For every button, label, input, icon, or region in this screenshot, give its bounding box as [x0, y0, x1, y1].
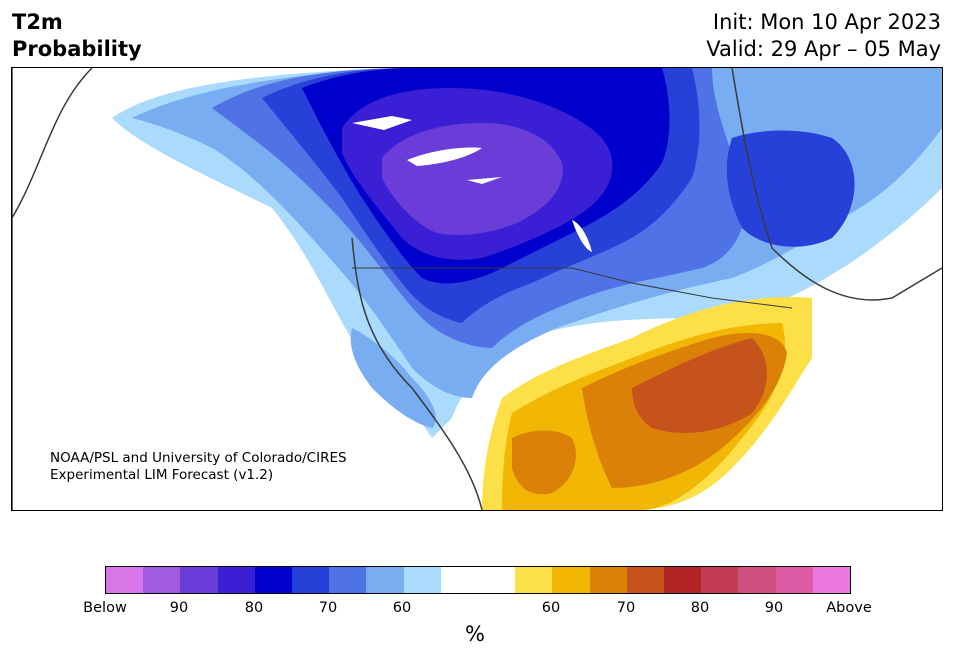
lake-winnipeg — [572, 220, 592, 252]
tick-cold-60: 60 — [392, 600, 412, 616]
legend-swatch — [106, 567, 144, 593]
great-slave-lake — [407, 147, 482, 166]
cold-95-region — [382, 123, 563, 235]
credit-line-1: NOAA/PSL and University of Colorado/CIRE… — [50, 450, 347, 466]
legend-swatch — [626, 567, 665, 593]
tick-warm-60: 60 — [541, 600, 561, 616]
legend-swatch — [366, 567, 404, 593]
tick-warm-80: 80 — [690, 600, 710, 616]
credit-text: NOAA/PSL and University of Colorado/CIRE… — [50, 450, 347, 484]
title-line-1: T2m — [12, 10, 63, 34]
legend-swatch — [812, 567, 851, 593]
legend-swatch — [143, 567, 181, 593]
tick-warm-90: 90 — [764, 600, 784, 616]
legend-swatch — [775, 567, 813, 593]
coastline — [12, 68, 942, 510]
color-legend — [105, 566, 851, 594]
warm-70-texas — [512, 430, 576, 495]
us-canada-border — [352, 267, 793, 309]
init-date: Init: Mon 10 Apr 2023 — [712, 10, 941, 34]
valid-date: Valid: 29 Apr – 05 May — [706, 37, 941, 61]
tick-cold-70: 70 — [318, 600, 338, 616]
warm-75-region — [632, 338, 767, 433]
tick-cold-90: 90 — [169, 600, 189, 616]
map-title: T2m Probability — [12, 9, 142, 63]
legend-swatch — [217, 567, 255, 593]
tick-warm-70: 70 — [616, 600, 636, 616]
legend-swatch — [478, 567, 516, 593]
cold-west-coast — [350, 328, 436, 428]
legend-swatch — [589, 567, 627, 593]
legend-swatch — [701, 567, 739, 593]
legend-swatch — [664, 567, 702, 593]
credit-line-2: Experimental LIM Forecast (v1.2) — [50, 467, 274, 483]
legend-swatch — [254, 567, 293, 593]
legend-swatch — [329, 567, 367, 593]
legend-swatch — [292, 567, 330, 593]
cold-hudson-region — [726, 130, 855, 247]
legend-swatch — [180, 567, 218, 593]
legend-swatch — [440, 567, 479, 593]
title-line-2: Probability — [12, 37, 142, 61]
legend-unit: % — [465, 622, 485, 646]
forecast-map: NOAA/PSL and University of Colorado/CIRE… — [11, 67, 943, 511]
great-bear-lake — [352, 116, 412, 130]
lake-athabasca — [467, 177, 502, 184]
legend-swatch — [552, 567, 590, 593]
tick-above: Above — [826, 600, 872, 616]
forecast-dates: Init: Mon 10 Apr 2023 Valid: 29 Apr – 05… — [706, 9, 941, 63]
legend-swatch — [515, 567, 553, 593]
tick-cold-80: 80 — [244, 600, 264, 616]
tick-below: Below — [83, 600, 127, 616]
probability-map-svg — [12, 68, 942, 510]
legend-swatch — [403, 567, 441, 593]
legend-swatch — [738, 567, 776, 593]
